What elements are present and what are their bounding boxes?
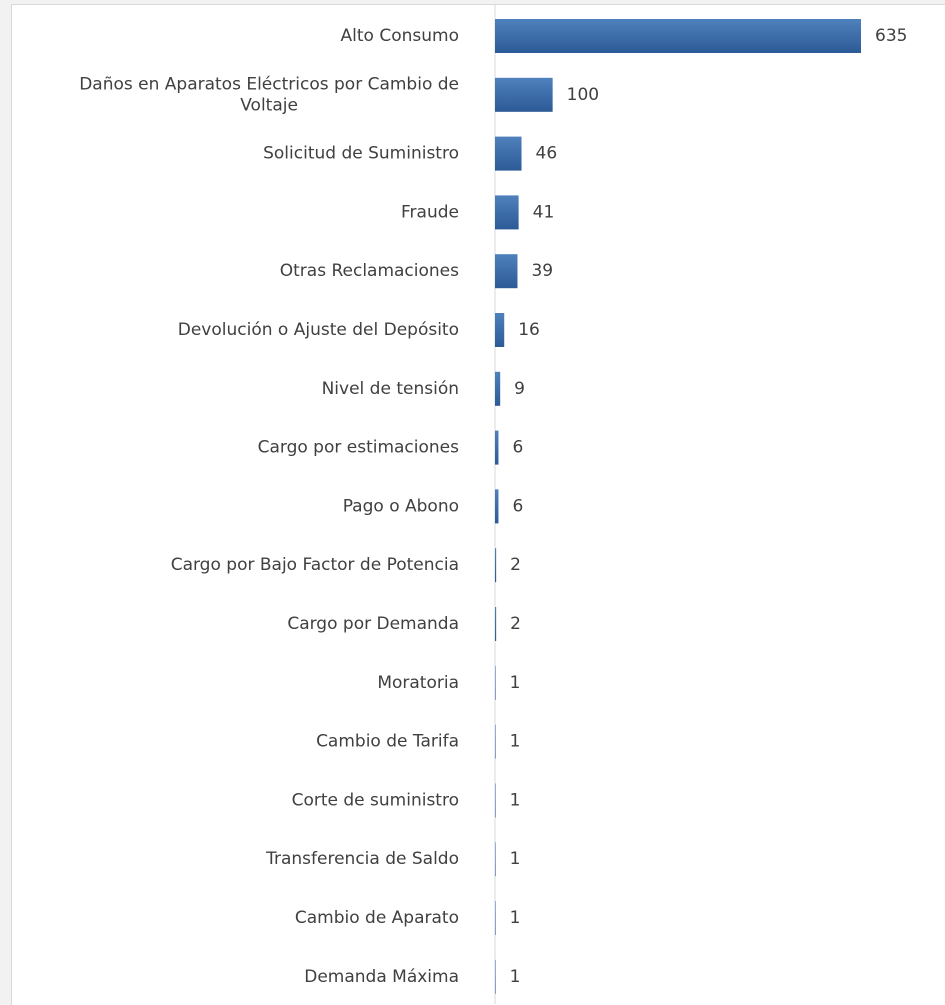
- category-label: Cargo por estimaciones: [258, 438, 460, 458]
- bar: [495, 19, 861, 53]
- category-label: Otras Reclamaciones: [280, 261, 459, 281]
- bar: [495, 254, 518, 289]
- category-label: Cargo por Bajo Factor de Potencia: [171, 555, 459, 575]
- category-label: Moratoria: [377, 673, 459, 693]
- bar: [495, 430, 499, 465]
- bar: [495, 607, 497, 641]
- bar: [495, 959, 496, 994]
- bar: [495, 901, 496, 935]
- category-label: Transferencia de Saldo: [265, 849, 459, 869]
- bar: [495, 195, 519, 230]
- category-label: Cambio de Tarifa: [316, 732, 459, 752]
- value-label: 9: [514, 379, 525, 399]
- bar: [495, 665, 496, 700]
- category-label: Fraude: [401, 202, 459, 222]
- value-label: 2: [510, 555, 521, 575]
- category-label: Cargo por Demanda: [287, 614, 459, 634]
- value-label: 6: [512, 438, 523, 458]
- bar: [495, 77, 553, 112]
- category-label: Cambio de Aparato: [295, 908, 459, 928]
- category-label: Solicitud de Suministro: [263, 144, 459, 164]
- bar: [495, 783, 496, 818]
- bar: [495, 548, 497, 583]
- value-label: 1: [510, 673, 521, 693]
- category-label: Devolución o Ajuste del Depósito: [178, 320, 459, 340]
- value-label: 6: [512, 496, 523, 516]
- bar: [495, 724, 496, 759]
- bar: [495, 136, 522, 171]
- category-label: Demanda Máxima: [304, 967, 459, 987]
- category-label: Corte de suministro: [292, 790, 459, 810]
- value-label: 46: [536, 144, 558, 164]
- value-label: 635: [875, 26, 907, 46]
- value-label: 41: [533, 202, 555, 222]
- category-label: Pago o Abono: [343, 496, 459, 516]
- category-label: Daños en Aparatos Eléctricos por Cambio …: [79, 74, 459, 115]
- bar: [495, 371, 501, 406]
- bar: [495, 313, 505, 347]
- bar: [495, 489, 499, 524]
- value-label: 1: [510, 967, 521, 987]
- value-label: 1: [510, 908, 521, 928]
- value-label: 100: [567, 85, 599, 105]
- value-label: 16: [518, 320, 540, 340]
- chart-card: [11, 4, 945, 1005]
- value-label: 1: [510, 849, 521, 869]
- value-label: 39: [531, 261, 553, 281]
- category-label: Nivel de tensión: [322, 379, 459, 399]
- value-label: 1: [510, 732, 521, 752]
- value-label: 1: [510, 790, 521, 810]
- bar: [495, 842, 496, 877]
- value-label: 2: [510, 614, 521, 634]
- category-label: Alto Consumo: [341, 26, 459, 46]
